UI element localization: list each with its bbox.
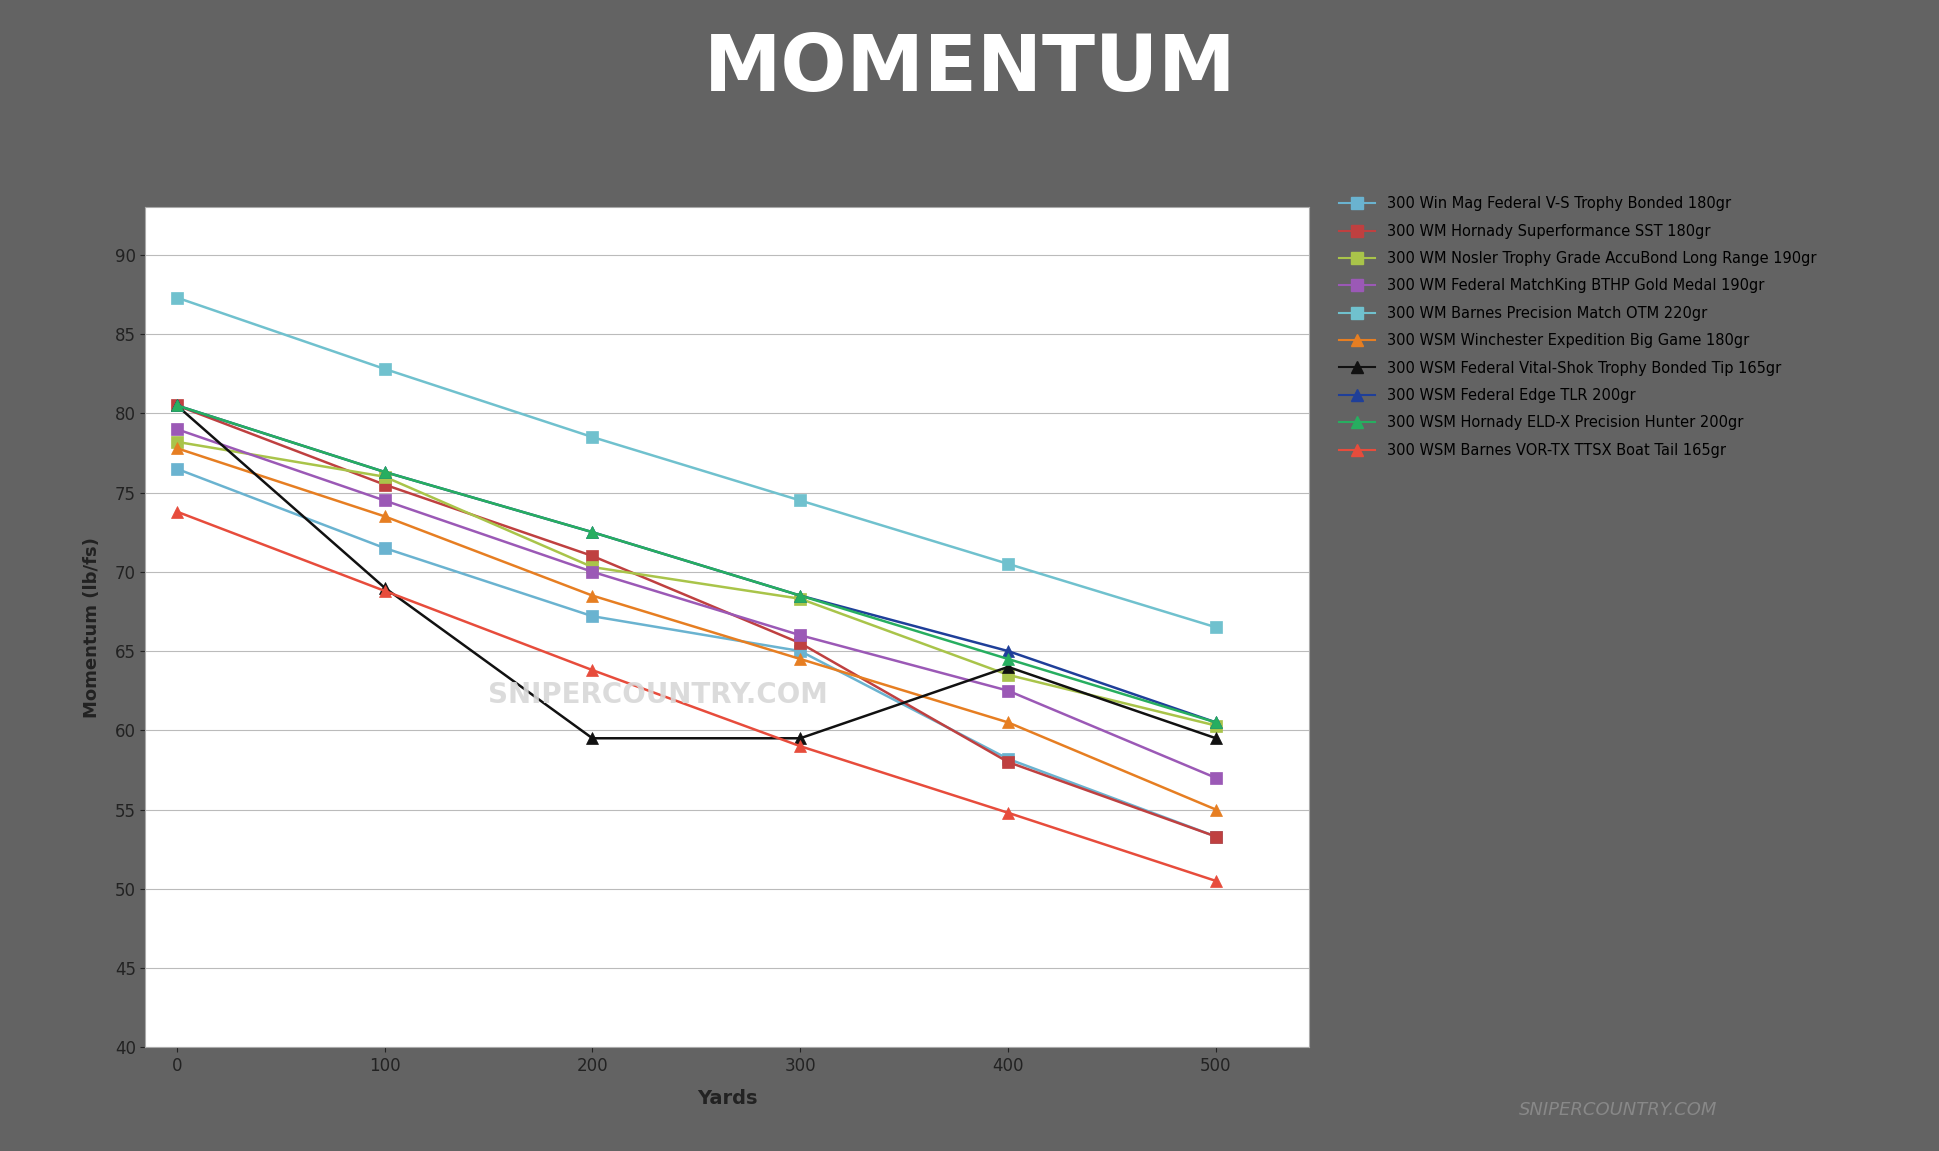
Y-axis label: Momentum (lb/fs): Momentum (lb/fs) (83, 536, 101, 718)
Text: MOMENTUM: MOMENTUM (704, 31, 1235, 107)
X-axis label: Yards: Yards (696, 1089, 758, 1108)
Text: SNIPERCOUNTRY.COM: SNIPERCOUNTRY.COM (487, 680, 828, 709)
Legend: 300 Win Mag Federal V-S Trophy Bonded 180gr, 300 WM Hornady Superformance SST 18: 300 Win Mag Federal V-S Trophy Bonded 18… (1332, 190, 1821, 464)
Text: SNIPERCOUNTRY.COM: SNIPERCOUNTRY.COM (1518, 1100, 1716, 1119)
